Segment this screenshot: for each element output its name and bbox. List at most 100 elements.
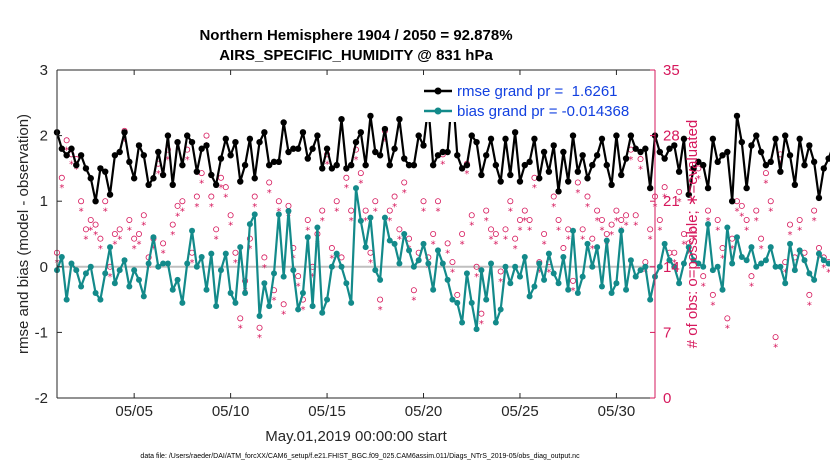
obs-evaluated-point: * [247, 244, 252, 255]
bias-point [290, 267, 297, 274]
rmse-point [212, 181, 220, 188]
obs-evaluated-point: * [624, 221, 629, 232]
bias-point [92, 290, 99, 297]
obs-evaluated-point: * [267, 188, 272, 199]
bias-point [102, 270, 109, 277]
obs-evaluated-point: * [571, 286, 576, 297]
obs-possible-point [492, 230, 499, 237]
rmse-point [502, 135, 509, 143]
rmse-point [198, 145, 205, 152]
bias-point [705, 221, 712, 228]
rmse-point [232, 138, 239, 146]
bias-point [637, 267, 644, 274]
rmse-point [275, 158, 283, 166]
obs-evaluated-point: * [527, 225, 532, 236]
bias-point [434, 247, 441, 254]
obs-possible-point [709, 291, 716, 298]
rmse-point [145, 181, 152, 188]
obs-evaluated-point: * [325, 160, 330, 171]
rmse-point [685, 191, 692, 198]
obs-evaluated-point: * [517, 225, 522, 236]
obs-evaluated-point: * [69, 160, 74, 171]
obs-evaluated-point: * [542, 239, 547, 250]
rmse-point [786, 152, 794, 159]
obs-evaluated-point: * [522, 216, 527, 227]
rmse-point [564, 178, 572, 185]
rmse-point [661, 155, 668, 162]
obs-possible-point [420, 198, 427, 205]
obs-possible-point [174, 202, 181, 209]
bias-point [121, 257, 128, 264]
bias-point [598, 283, 605, 290]
y-tick-label-right: 0 [663, 390, 671, 407]
bias-point [796, 247, 803, 254]
obs-evaluated-point: * [185, 155, 190, 166]
rmse-point [579, 152, 586, 159]
bias-point [782, 280, 789, 287]
obs-possible-point [304, 216, 311, 223]
obs-evaluated-point: * [503, 235, 508, 246]
rmse-point [150, 175, 157, 182]
bias-point [87, 263, 94, 270]
rmse-point [87, 175, 94, 182]
bias-point [801, 257, 808, 264]
footnote: data file: /Users/raeder/DAI/ATM_forcXX/… [140, 453, 580, 460]
rmse-point [468, 132, 475, 139]
bias-point [338, 263, 345, 270]
bias-point [521, 253, 528, 260]
y-tick-label-left: -2 [35, 390, 48, 407]
obs-possible-point [656, 216, 663, 223]
rmse-point [208, 171, 215, 179]
bias-point [512, 263, 519, 270]
bias-point [738, 253, 745, 260]
obs-possible-point [444, 240, 451, 247]
bias-point [449, 296, 456, 303]
rmse-point [796, 135, 803, 143]
rmse-point [589, 161, 596, 169]
bias-point [430, 286, 437, 293]
rmse-point [319, 165, 326, 172]
obs-evaluated-point: * [170, 230, 175, 241]
rmse-point [753, 132, 760, 139]
bias-point [372, 267, 379, 274]
rmse-point [622, 155, 630, 162]
rmse-point [593, 152, 601, 159]
bias-point [550, 270, 557, 277]
bias-point [362, 244, 369, 251]
obs-evaluated-point: * [136, 239, 141, 250]
obs-possible-point [386, 207, 393, 214]
legend-marker-bias [434, 107, 442, 115]
obs-possible-point [613, 207, 620, 214]
obs-evaluated-point: * [763, 178, 768, 189]
bias-point [608, 290, 615, 297]
bias-point [150, 234, 157, 241]
bias-point [232, 299, 239, 306]
rmse-point [347, 161, 355, 169]
rmse-point [106, 191, 114, 198]
bias-point [82, 270, 89, 277]
rmse-point [367, 112, 374, 120]
y-tick-label-left: 0 [40, 259, 48, 276]
obs-possible-point [213, 226, 220, 233]
rmse-point [135, 142, 143, 149]
bias-point [787, 240, 794, 247]
rmse-point [304, 155, 311, 162]
obs-evaluated-point: * [151, 244, 156, 255]
rmse-point [473, 138, 480, 146]
bias-point [237, 244, 244, 251]
obs-evaluated-point: * [300, 305, 305, 316]
rmse-point [757, 148, 765, 156]
bias-point [97, 296, 104, 303]
rmse-point [381, 125, 389, 133]
obs-possible-point [767, 198, 774, 205]
obs-evaluated-point: * [498, 277, 503, 288]
rmse-point [323, 145, 331, 152]
rmse-point [111, 152, 119, 159]
rmse-point [719, 152, 726, 159]
rmse-point [603, 161, 610, 169]
rmse-point [401, 155, 408, 162]
rmse-point [294, 145, 302, 152]
bias-point [555, 280, 562, 287]
obs-evaluated-point: * [440, 160, 445, 171]
obs-possible-point [160, 240, 167, 247]
